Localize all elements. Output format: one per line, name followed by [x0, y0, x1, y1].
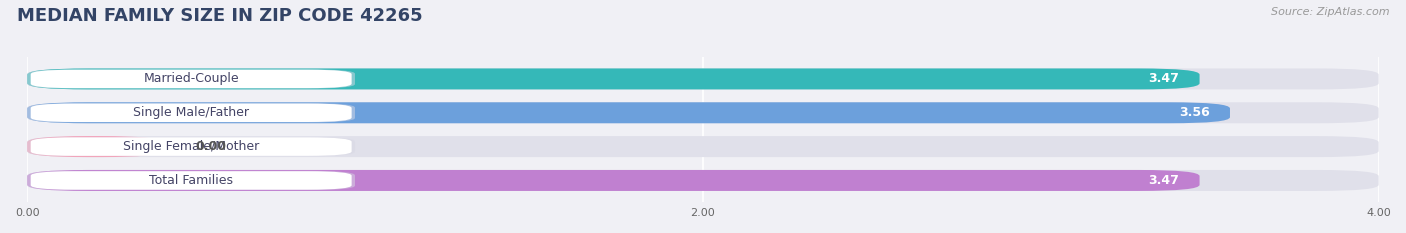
Text: 3.56: 3.56 [1180, 106, 1209, 119]
Text: 3.47: 3.47 [1149, 174, 1180, 187]
FancyBboxPatch shape [27, 136, 162, 157]
Text: Total Families: Total Families [149, 174, 233, 187]
FancyBboxPatch shape [27, 171, 354, 190]
Text: 0.00: 0.00 [195, 140, 226, 153]
FancyBboxPatch shape [27, 69, 1199, 89]
FancyBboxPatch shape [27, 170, 1379, 191]
FancyBboxPatch shape [27, 170, 1199, 191]
FancyBboxPatch shape [27, 102, 1379, 123]
Text: Married-Couple: Married-Couple [143, 72, 239, 86]
Text: 3.47: 3.47 [1149, 72, 1180, 86]
FancyBboxPatch shape [27, 136, 1379, 157]
FancyBboxPatch shape [27, 103, 354, 122]
FancyBboxPatch shape [31, 70, 352, 88]
Text: Source: ZipAtlas.com: Source: ZipAtlas.com [1271, 7, 1389, 17]
FancyBboxPatch shape [27, 102, 1230, 123]
Text: Single Male/Father: Single Male/Father [134, 106, 249, 119]
Text: MEDIAN FAMILY SIZE IN ZIP CODE 42265: MEDIAN FAMILY SIZE IN ZIP CODE 42265 [17, 7, 422, 25]
FancyBboxPatch shape [31, 137, 352, 156]
Text: Single Female/Mother: Single Female/Mother [124, 140, 259, 153]
FancyBboxPatch shape [31, 103, 352, 122]
FancyBboxPatch shape [27, 137, 354, 156]
FancyBboxPatch shape [31, 171, 352, 190]
FancyBboxPatch shape [27, 69, 354, 89]
FancyBboxPatch shape [27, 69, 1379, 89]
